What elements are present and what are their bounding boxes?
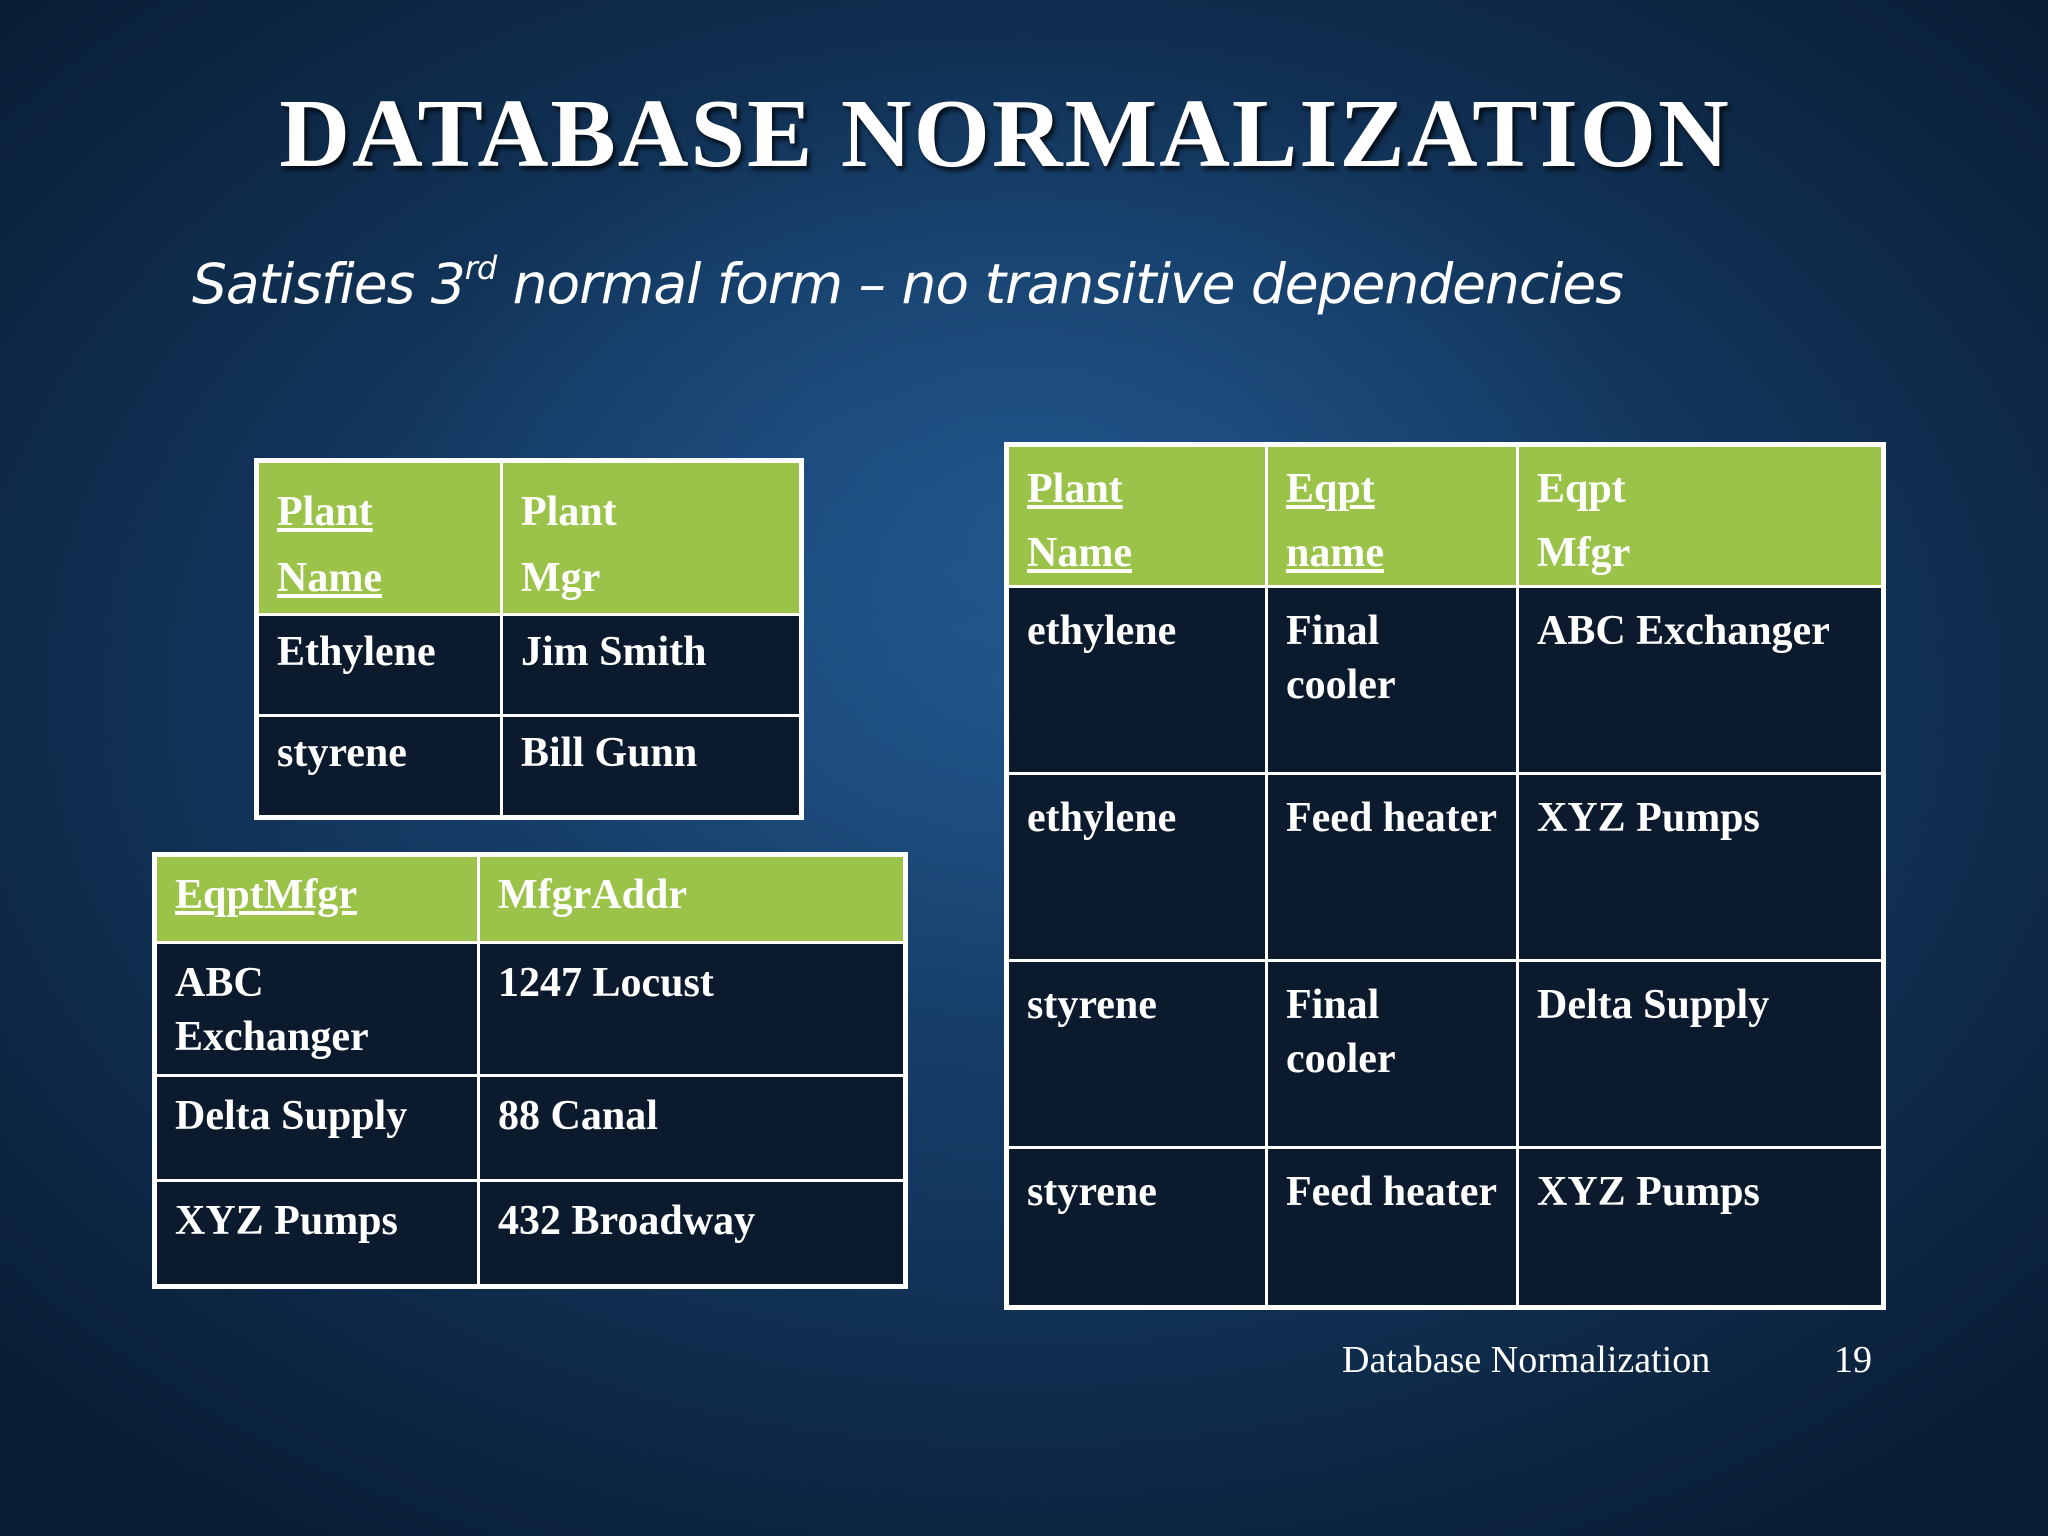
- table-row: ethylene Feed heater XYZ Pumps: [1005, 772, 1885, 962]
- table-cell: Feed heater: [1265, 1146, 1519, 1309]
- table-row: styrene Final cooler Delta Supply: [1005, 959, 1885, 1149]
- table-cell: ABC Exchanger: [153, 941, 480, 1077]
- subtitle-text: Satisfies 3: [192, 252, 466, 316]
- header-plant-mgr: Plant Mgr: [500, 459, 803, 616]
- header-plant-name: Plant Name: [255, 459, 503, 616]
- table-cell: 88 Canal: [477, 1074, 907, 1182]
- header-eqpt-mfgr: EqptMfgr: [153, 853, 480, 944]
- table-cell: XYZ Pumps: [1516, 1146, 1885, 1309]
- table-cell: styrene: [1005, 959, 1268, 1149]
- table-cell: Delta Supply: [153, 1074, 480, 1182]
- table-cell: XYZ Pumps: [153, 1179, 480, 1288]
- table-cell: Ethylene: [255, 613, 503, 717]
- plant-equipment-table: Plant Name Eqpt name Eqpt Mfgr ethylene Fin…: [1004, 442, 1886, 1310]
- table-row: ethylene Final cooler ABC Exchanger: [1005, 585, 1885, 775]
- table-row: styrene Feed heater XYZ Pumps: [1005, 1146, 1885, 1309]
- table-cell: 432 Broadway: [477, 1179, 907, 1288]
- table-row: XYZ Pumps 432 Broadway: [153, 1179, 907, 1288]
- table-cell: 1247 Locust: [477, 941, 907, 1077]
- table-cell: Feed heater: [1265, 772, 1519, 962]
- table-cell: styrene: [1005, 1146, 1268, 1309]
- subtitle-text-rest: normal form – no transitive dependencies: [496, 252, 1624, 316]
- table-row: Ethylene Jim Smith: [255, 613, 803, 717]
- table-header-row: Plant Name Plant Mgr: [255, 459, 803, 616]
- subtitle-superscript: rd: [464, 249, 497, 287]
- plant-manager-table: Plant Name Plant Mgr Ethylene Jim Smith st…: [254, 458, 804, 820]
- table-header-row: EqptMfgr MfgrAddr: [153, 853, 907, 944]
- header-plant-name: Plant Name: [1005, 443, 1268, 588]
- table-cell: Final cooler: [1265, 959, 1519, 1149]
- table-row: Delta Supply 88 Canal: [153, 1074, 907, 1182]
- table-cell: ethylene: [1005, 772, 1268, 962]
- table-cell: styrene: [255, 714, 503, 819]
- slide-subtitle: Satisfies 3rd normal form – no transitiv…: [192, 249, 1624, 316]
- table-cell: Bill Gunn: [500, 714, 803, 819]
- slide-footer: Database Normalization: [1342, 1339, 1711, 1381]
- table-cell: Jim Smith: [500, 613, 803, 717]
- table-header-row: Plant Name Eqpt name Eqpt Mfgr: [1005, 443, 1885, 588]
- header-eqpt-name: Eqpt name: [1265, 443, 1519, 588]
- manufacturer-address-table: EqptMfgr MfgrAddr ABC Exchanger 1247 Loc…: [152, 852, 908, 1289]
- table-cell: XYZ Pumps: [1516, 772, 1885, 962]
- header-mfgr-addr: MfgrAddr: [477, 853, 907, 944]
- table-cell: ABC Exchanger: [1516, 585, 1885, 775]
- table-cell: Delta Supply: [1516, 959, 1885, 1149]
- table-row: styrene Bill Gunn: [255, 714, 803, 819]
- table-row: ABC Exchanger 1247 Locust: [153, 941, 907, 1077]
- page-number: 19: [1834, 1339, 1872, 1381]
- table-cell: ethylene: [1005, 585, 1268, 775]
- slide-title: DATABASE NORMALIZATION: [279, 80, 1731, 188]
- table-cell: Final cooler: [1265, 585, 1519, 775]
